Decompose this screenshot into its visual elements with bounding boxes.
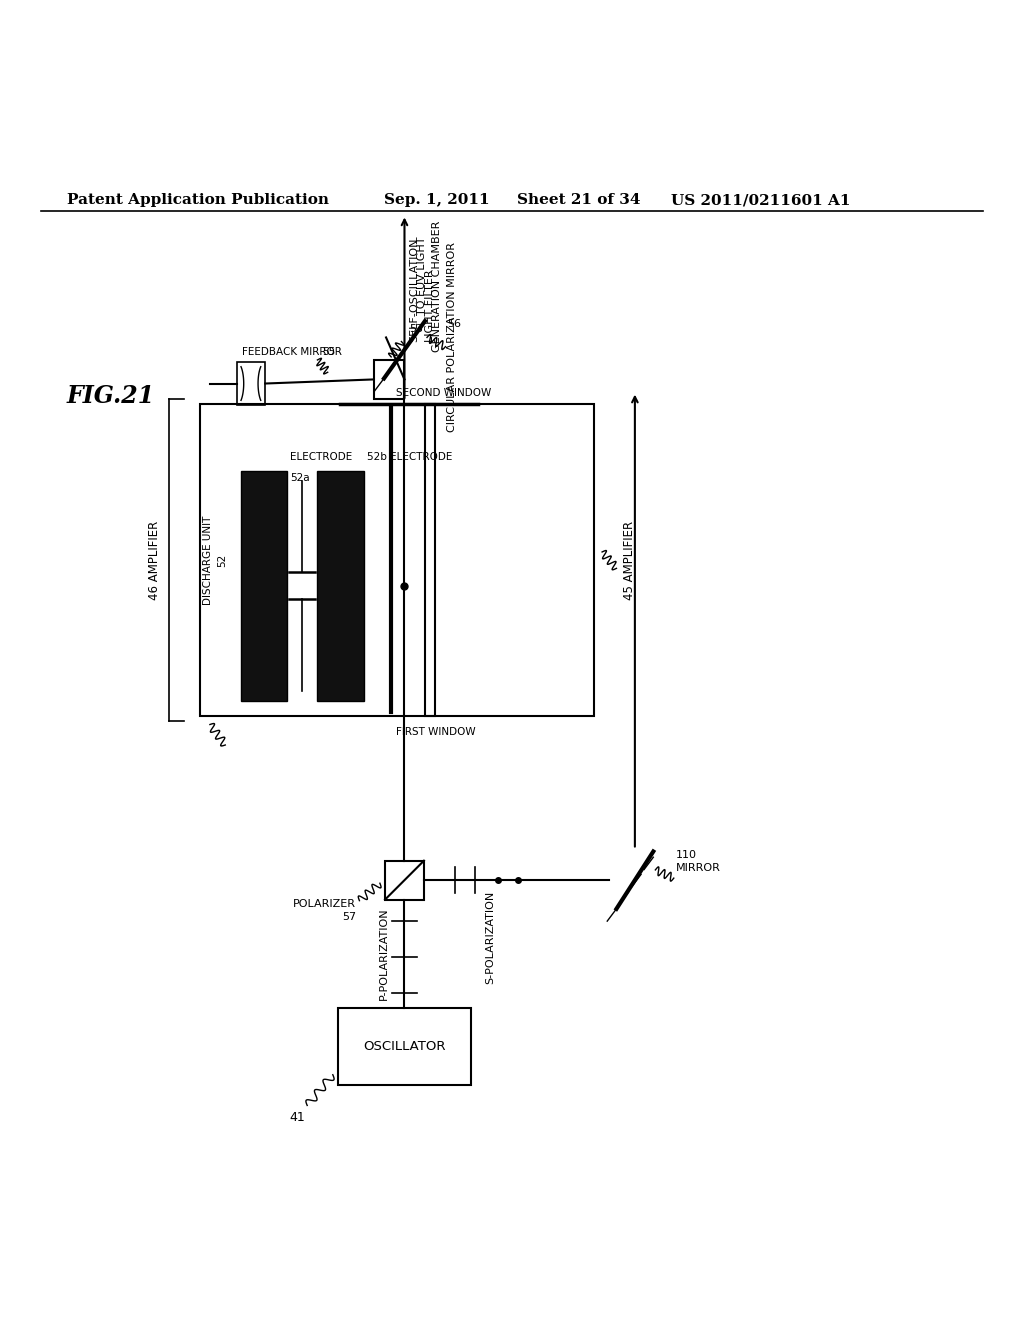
Text: DISCHARGE UNIT: DISCHARGE UNIT <box>203 516 213 605</box>
Text: Sheet 21 of 34: Sheet 21 of 34 <box>517 193 641 207</box>
Text: 57: 57 <box>342 912 356 921</box>
Bar <box>374 360 404 399</box>
Text: FEEDBACK MIRROR: FEEDBACK MIRROR <box>242 347 342 356</box>
Text: FIRST WINDOW: FIRST WINDOW <box>396 726 476 737</box>
Text: 110: 110 <box>676 850 697 859</box>
Text: FIG.21: FIG.21 <box>67 384 155 408</box>
Bar <box>338 1008 471 1085</box>
Bar <box>241 470 287 701</box>
Text: CIRCULAR POLARIZATION MIRROR: CIRCULAR POLARIZATION MIRROR <box>447 243 458 433</box>
Text: MIRROR: MIRROR <box>676 863 721 873</box>
Bar <box>425 404 594 717</box>
Bar <box>317 470 364 701</box>
Text: TO EUV LIGHT: TO EUV LIGHT <box>417 236 427 315</box>
Text: 55: 55 <box>323 347 336 356</box>
Text: 56: 56 <box>447 319 462 329</box>
Text: OSCILLATOR: OSCILLATOR <box>364 1040 445 1053</box>
Text: S-POLARIZATION: S-POLARIZATION <box>485 891 496 983</box>
Text: 41: 41 <box>290 1110 305 1123</box>
Bar <box>237 362 265 405</box>
Text: POLARIZER: POLARIZER <box>293 899 356 908</box>
Text: US 2011/0211601 A1: US 2011/0211601 A1 <box>671 193 850 207</box>
Text: LIGHT FILTER: LIGHT FILTER <box>425 269 435 342</box>
Text: 45 AMPLIFIER: 45 AMPLIFIER <box>623 520 636 599</box>
Text: 52a: 52a <box>290 473 309 483</box>
Text: 52b ELECTRODE: 52b ELECTRODE <box>367 453 452 462</box>
Text: 53: 53 <box>410 325 424 334</box>
Text: SECOND WINDOW: SECOND WINDOW <box>396 388 492 397</box>
Bar <box>385 861 424 900</box>
Text: ELECTRODE: ELECTRODE <box>290 453 352 462</box>
Text: GENERATION CHAMBER: GENERATION CHAMBER <box>432 220 442 352</box>
Text: SELF-OSCILLATION: SELF-OSCILLATION <box>410 238 420 342</box>
Text: 52: 52 <box>217 553 227 566</box>
Bar <box>200 404 435 717</box>
Text: Patent Application Publication: Patent Application Publication <box>67 193 329 207</box>
Text: 46 AMPLIFIER: 46 AMPLIFIER <box>147 520 161 599</box>
Text: P-POLARIZATION: P-POLARIZATION <box>379 908 389 1001</box>
Text: Sep. 1, 2011: Sep. 1, 2011 <box>384 193 489 207</box>
